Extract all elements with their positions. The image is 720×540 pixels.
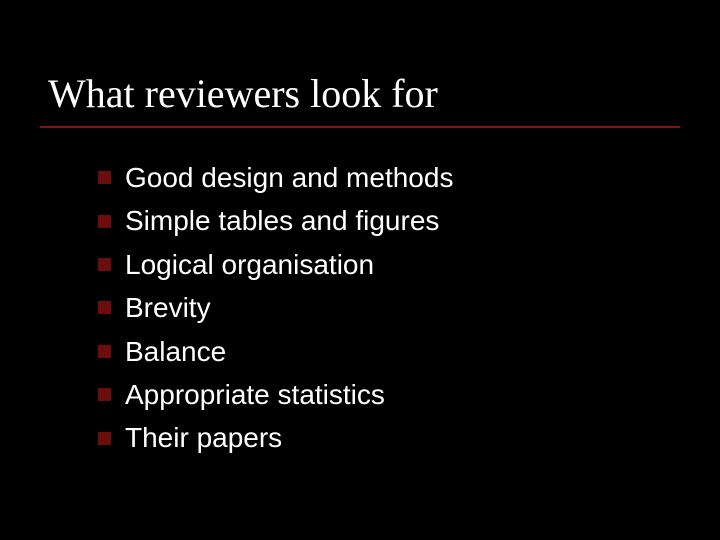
list-item: Balance: [98, 330, 680, 373]
slide: What reviewers look for Good design and …: [0, 0, 720, 540]
square-bullet-icon: [98, 171, 111, 184]
square-bullet-icon: [98, 345, 111, 358]
list-item: Appropriate statistics: [98, 373, 680, 416]
list-item-label: Appropriate statistics: [125, 373, 385, 416]
list-item-label: Logical organisation: [125, 243, 374, 286]
square-bullet-icon: [98, 432, 111, 445]
list-item: Good design and methods: [98, 156, 680, 199]
bullet-list: Good design and methodsSimple tables and…: [40, 156, 680, 460]
title-block: What reviewers look for: [40, 72, 680, 128]
square-bullet-icon: [98, 258, 111, 271]
list-item: Brevity: [98, 286, 680, 329]
square-bullet-icon: [98, 301, 111, 314]
list-item-label: Simple tables and figures: [125, 199, 439, 242]
list-item: Simple tables and figures: [98, 199, 680, 242]
list-item-label: Balance: [125, 330, 226, 373]
square-bullet-icon: [98, 215, 111, 228]
page-title: What reviewers look for: [48, 72, 680, 116]
list-item: Their papers: [98, 416, 680, 459]
list-item-label: Their papers: [125, 416, 282, 459]
list-item-label: Good design and methods: [125, 156, 453, 199]
square-bullet-icon: [98, 388, 111, 401]
list-item-label: Brevity: [125, 286, 211, 329]
list-item: Logical organisation: [98, 243, 680, 286]
